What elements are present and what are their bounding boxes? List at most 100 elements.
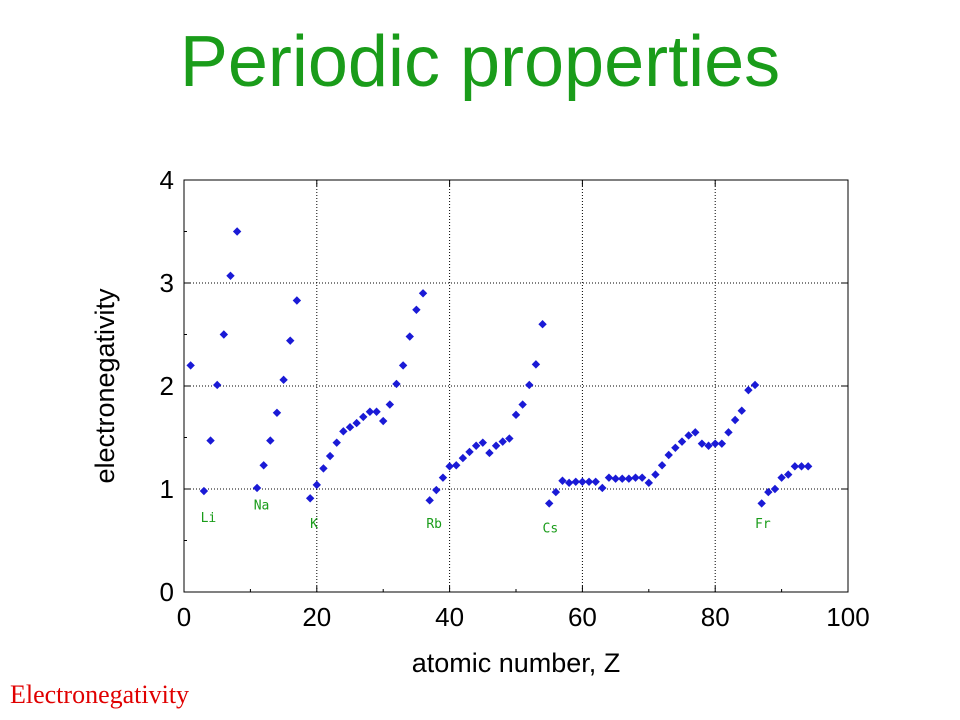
data-point — [525, 380, 534, 390]
data-point — [657, 461, 667, 470]
y-tick-label: 3 — [160, 268, 174, 298]
data-point — [790, 462, 800, 471]
data-point — [266, 436, 275, 445]
data-point — [797, 462, 806, 471]
data-point — [425, 496, 434, 505]
data-point — [551, 487, 561, 497]
data-point — [564, 478, 574, 488]
data-point — [445, 462, 454, 471]
data-point — [637, 473, 647, 482]
data-point — [538, 320, 547, 329]
data-point — [252, 483, 262, 493]
data-point — [803, 462, 813, 471]
data-point — [618, 474, 627, 483]
y-tick-label: 2 — [160, 371, 174, 401]
slide-title: Periodic properties — [179, 22, 781, 102]
data-point — [750, 380, 760, 390]
data-point — [478, 438, 487, 447]
data-point — [339, 427, 348, 436]
data-point — [452, 461, 461, 470]
data-point — [392, 379, 401, 389]
element-label: Li — [201, 511, 217, 526]
data-point — [379, 416, 388, 426]
data-point — [611, 474, 620, 483]
data-point — [458, 453, 468, 463]
data-point — [365, 407, 375, 416]
data-point — [591, 477, 600, 486]
data-point — [491, 441, 501, 450]
y-tick-label: 4 — [160, 165, 174, 195]
data-point — [272, 408, 282, 417]
data-point — [558, 476, 567, 485]
y-axis-label: electronegativity — [90, 288, 120, 484]
x-tick-label: 20 — [302, 602, 331, 632]
data-point — [531, 360, 541, 369]
data-point — [213, 380, 222, 390]
data-point — [498, 437, 507, 446]
data-point — [777, 473, 786, 482]
data-point — [584, 477, 594, 486]
data-point — [279, 375, 288, 385]
data-point — [240, 166, 248, 174]
data-point — [372, 407, 381, 416]
data-point — [704, 441, 713, 450]
data-point — [305, 494, 315, 503]
data-point — [319, 464, 328, 473]
data-point — [312, 480, 321, 490]
data-point — [511, 410, 521, 420]
data-point — [325, 451, 335, 461]
data-point — [345, 423, 355, 432]
data-point — [598, 483, 607, 493]
data-point — [518, 400, 527, 409]
data-point — [206, 436, 215, 445]
data-points — [186, 166, 813, 508]
data-point — [644, 478, 653, 488]
element-label: Fr — [755, 517, 771, 532]
y-tick-label: 1 — [160, 474, 174, 504]
data-point — [226, 271, 235, 280]
data-point — [677, 437, 687, 446]
data-point — [412, 305, 421, 314]
data-point — [624, 474, 634, 483]
data-point — [485, 448, 494, 458]
data-point — [352, 418, 361, 428]
x-tick-label: 100 — [826, 602, 869, 632]
data-point — [398, 361, 408, 370]
element-label: Na — [254, 499, 270, 514]
data-point — [359, 412, 368, 422]
data-point — [784, 470, 793, 479]
data-point — [744, 385, 753, 395]
data-point — [691, 428, 700, 437]
data-point — [292, 296, 302, 305]
data-point — [724, 428, 733, 437]
data-point — [286, 336, 295, 345]
data-point — [432, 485, 441, 495]
x-tick-label: 60 — [568, 602, 597, 632]
y-tick-label: 0 — [160, 577, 174, 607]
data-point — [405, 332, 414, 341]
data-point — [711, 439, 720, 448]
data-point — [730, 415, 740, 425]
data-point — [186, 361, 195, 370]
data-point — [465, 447, 474, 457]
data-point — [232, 227, 242, 236]
data-point — [697, 439, 707, 448]
data-point — [664, 450, 673, 460]
data-point — [737, 406, 746, 415]
data-point — [471, 441, 481, 450]
element-label: K — [310, 517, 318, 532]
data-point — [604, 473, 614, 482]
x-tick-label: 80 — [701, 602, 730, 632]
plot-background — [184, 180, 848, 592]
element-annotations: Li Na K Rb Cs Fr — [201, 499, 771, 537]
axis-ticks — [183, 179, 849, 593]
data-point — [438, 473, 448, 482]
data-point — [757, 499, 766, 508]
data-point — [545, 499, 554, 508]
data-point — [671, 443, 680, 452]
x-tick-label: 0 — [177, 602, 191, 632]
data-point — [764, 487, 773, 497]
tick-labels: 0 20 40 60 80 100 0 1 2 3 4 — [160, 165, 870, 632]
data-point — [332, 438, 341, 447]
